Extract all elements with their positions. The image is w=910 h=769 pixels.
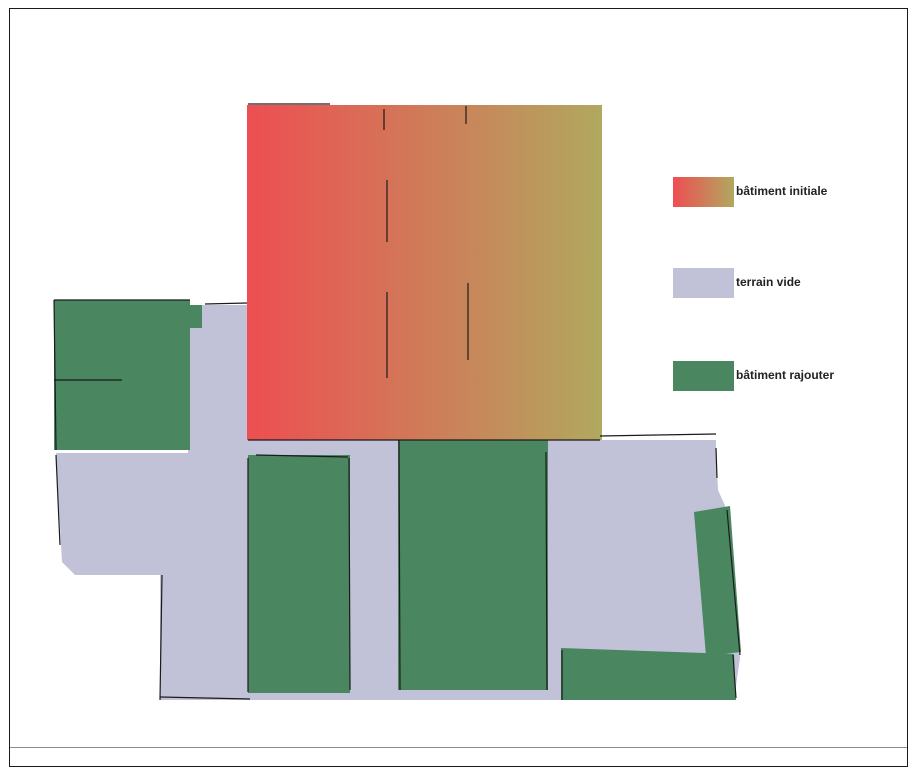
- added-building-left-block: [248, 455, 350, 693]
- added-building-east-strip: [694, 506, 741, 656]
- initial-building: [247, 105, 602, 440]
- legend-label-empty-land: terrain vide: [736, 275, 801, 289]
- added-building-center-block: [398, 440, 548, 690]
- legend-swatch-empty-land: [673, 268, 734, 298]
- added-building-small-annex: [190, 305, 202, 328]
- legend-label-initial-building: bâtiment initiale: [736, 184, 828, 198]
- added-buildings: [54, 300, 741, 700]
- added-building-southeast: [561, 648, 736, 700]
- legend-swatch-initial-building: [673, 177, 734, 207]
- plan-outlines: [53, 103, 741, 701]
- added-building-northwest: [54, 300, 190, 450]
- legend-label-added-building: bâtiment rajouter: [736, 368, 835, 382]
- bottom-divider: [10, 747, 907, 748]
- legend-swatch-added-building: [673, 361, 734, 391]
